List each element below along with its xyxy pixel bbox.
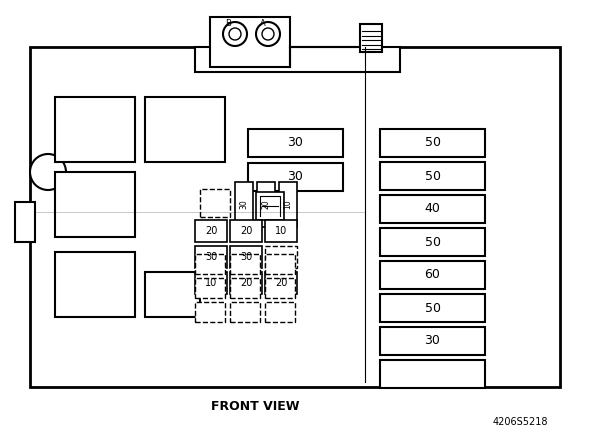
Bar [248,163,343,191]
Circle shape [262,28,274,40]
Bar [230,246,262,268]
Text: 50: 50 [424,301,441,315]
Text: 20: 20 [275,278,287,288]
Bar [195,254,225,274]
Bar [195,220,227,242]
Bar [380,228,485,256]
Bar [265,302,295,322]
Bar [265,272,297,294]
Bar [380,327,485,355]
Bar [380,195,485,223]
Text: 40: 40 [424,202,441,216]
Bar [15,202,35,242]
Text: 50: 50 [424,236,441,248]
Text: B: B [225,19,231,28]
Text: 10: 10 [275,226,287,236]
Text: 50: 50 [424,137,441,149]
Circle shape [256,22,280,46]
Bar [380,294,485,322]
Bar [380,129,485,157]
Text: FRONT VIEW: FRONT VIEW [211,400,299,414]
Text: 30: 30 [288,137,303,149]
Bar [360,24,382,52]
Bar [55,172,135,237]
Text: 20: 20 [205,226,217,236]
Text: 50: 50 [424,169,441,183]
Bar [230,302,260,322]
Text: 20: 20 [261,200,270,210]
Bar [230,254,260,274]
Bar [230,278,260,298]
Bar [55,97,135,162]
Bar [257,182,275,227]
Bar [230,272,262,294]
Bar [210,17,290,67]
Text: 30: 30 [239,200,248,210]
Text: 30: 30 [205,252,217,262]
Text: A: A [260,19,266,28]
Bar [195,272,227,294]
Bar [145,272,200,317]
Bar [380,162,485,190]
Bar [256,192,284,220]
Text: 20: 20 [240,278,252,288]
Bar [265,254,295,274]
Bar [279,182,297,227]
Text: 30: 30 [288,171,303,183]
Text: 4206S5218: 4206S5218 [493,417,548,427]
Bar [195,47,400,72]
Bar [55,252,135,317]
Bar [195,278,225,298]
Bar [230,220,262,242]
Bar [248,129,343,157]
Bar [265,278,295,298]
Text: 20: 20 [240,226,252,236]
Bar [200,189,230,217]
Bar [30,47,560,387]
Bar [380,261,485,289]
Text: 30: 30 [240,252,252,262]
Bar [145,97,225,162]
Bar [380,360,485,388]
Bar [195,302,225,322]
Circle shape [223,22,247,46]
Text: 30: 30 [424,335,441,347]
Text: 10: 10 [205,278,217,288]
Bar [195,246,227,268]
Text: 10: 10 [284,200,293,210]
Text: 60: 60 [424,268,441,282]
Circle shape [229,28,241,40]
Circle shape [30,154,66,190]
Bar [265,246,297,268]
Bar [265,220,297,242]
Bar [235,182,253,227]
